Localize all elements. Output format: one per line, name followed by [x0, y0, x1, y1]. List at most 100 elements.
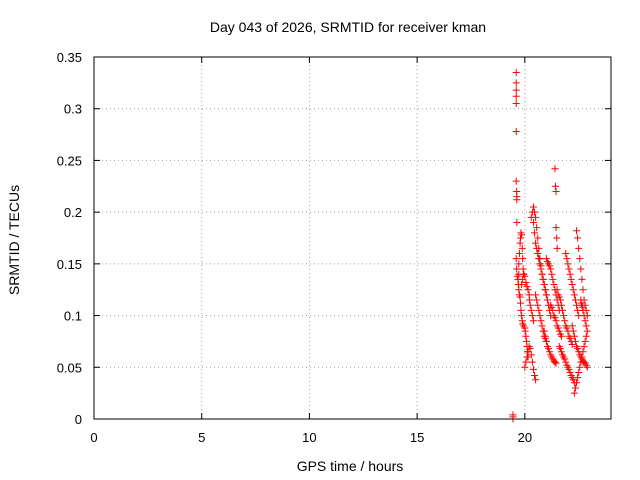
data-point — [526, 296, 534, 304]
data-point — [515, 260, 523, 268]
axis-ticks: 0 0.05 0.1 0.15 0.2 0.25 0.3 0.35 0 5 10 15 20 — [57, 50, 611, 445]
data-point — [555, 327, 563, 335]
data-point — [547, 265, 555, 273]
data-point — [512, 92, 520, 100]
data-point — [543, 296, 551, 304]
data-point — [533, 224, 541, 232]
data-point — [522, 332, 530, 340]
data-point — [537, 317, 545, 325]
data-point — [580, 343, 588, 351]
data-point — [569, 286, 577, 294]
data-point — [557, 301, 565, 309]
data-point — [570, 332, 578, 340]
data-point — [517, 306, 525, 314]
data-point — [549, 306, 557, 314]
data-point — [536, 312, 544, 320]
data-point — [566, 270, 574, 278]
data-point — [569, 376, 577, 384]
data-point — [568, 322, 576, 330]
data-point — [569, 327, 577, 335]
data-point — [538, 270, 546, 278]
data-point — [518, 312, 526, 320]
data-point — [552, 224, 560, 232]
data-point — [531, 372, 539, 380]
data-point — [560, 312, 568, 320]
data-point — [579, 286, 587, 294]
data-point — [522, 358, 530, 366]
data-point — [578, 275, 586, 283]
data-point — [582, 332, 590, 340]
data-point — [583, 327, 591, 335]
plot-frame — [93, 56, 612, 420]
data-point — [559, 306, 567, 314]
data-point — [551, 182, 559, 190]
data-point — [535, 255, 543, 263]
data-point — [548, 303, 556, 311]
data-point — [574, 234, 582, 242]
data-point — [576, 363, 584, 371]
data-point — [550, 281, 558, 289]
data-point — [523, 353, 531, 361]
data-point — [534, 301, 542, 309]
data-point — [535, 244, 543, 252]
y-tick-label: 0.2 — [64, 205, 82, 220]
data-point — [528, 358, 536, 366]
data-point — [522, 278, 530, 286]
data-point — [566, 368, 574, 376]
data-point — [518, 231, 526, 239]
y-axis-label: SRMTID / TECUs — [6, 185, 22, 295]
data-point — [521, 327, 529, 335]
data-point — [563, 324, 571, 332]
data-point — [512, 86, 520, 94]
data-point — [519, 265, 527, 273]
data-point — [521, 363, 529, 371]
data-point — [529, 203, 537, 211]
grid-lines — [94, 57, 611, 419]
data-points — [509, 69, 591, 423]
data-point — [513, 218, 521, 226]
data-point — [540, 327, 548, 335]
y-tick-label: 0.25 — [57, 153, 82, 168]
data-point — [581, 317, 589, 325]
data-point — [582, 322, 590, 330]
data-point — [568, 281, 576, 289]
data-point — [546, 348, 554, 356]
data-point — [553, 286, 561, 294]
data-point — [568, 341, 576, 349]
data-point — [519, 255, 527, 263]
data-point — [527, 306, 535, 314]
data-point — [565, 365, 573, 373]
x-tick-label: 0 — [90, 430, 97, 445]
data-point — [512, 79, 520, 87]
data-point — [512, 69, 520, 77]
data-point — [571, 337, 579, 345]
data-point — [549, 275, 557, 283]
x-tick-label: 5 — [198, 430, 205, 445]
data-point — [577, 265, 585, 273]
data-point — [513, 265, 521, 273]
x-tick-label: 15 — [410, 430, 424, 445]
data-point — [548, 270, 556, 278]
data-point — [542, 255, 550, 263]
data-point — [512, 100, 520, 108]
data-point — [562, 358, 570, 366]
x-axis-label: GPS time / hours — [297, 458, 404, 474]
data-point — [574, 374, 582, 382]
y-tick-label: 0.1 — [64, 309, 82, 324]
y-tick-label: 0.35 — [57, 50, 82, 65]
data-point — [534, 250, 542, 258]
data-point — [552, 317, 560, 325]
data-point — [536, 260, 544, 268]
data-point — [535, 306, 543, 314]
data-point — [576, 255, 584, 263]
data-point — [528, 312, 536, 320]
data-point — [581, 337, 589, 345]
data-point — [538, 322, 546, 330]
data-point — [517, 299, 525, 307]
data-point — [561, 355, 569, 363]
data-point — [551, 314, 559, 322]
data-point — [574, 345, 582, 353]
data-point — [578, 353, 586, 361]
y-tick-label: 0.3 — [64, 102, 82, 117]
